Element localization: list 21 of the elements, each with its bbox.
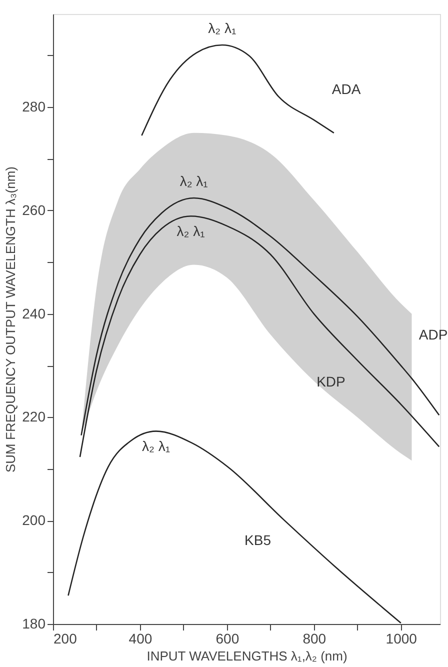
series-label: KDP — [316, 373, 346, 390]
annotation: λ₂ λ₁ — [208, 20, 236, 36]
y-tick-label: 220 — [22, 408, 46, 425]
x-tick-label: 800 — [302, 630, 326, 646]
x-tick-label: 400 — [128, 630, 152, 646]
y-tick-label: 280 — [22, 98, 46, 115]
series-label: KB5 — [244, 532, 272, 548]
annotation: λ₂ λ₁ — [176, 223, 206, 240]
x-axis-title: INPUT WAVELENGTHS λ₁,λ₂ (nm) — [146, 648, 348, 664]
x-tick-label: 600 — [216, 630, 240, 646]
x-tick-label: 1000 — [386, 630, 418, 646]
y-tick-label: 180 — [22, 616, 46, 632]
annotation: λ₂ λ₁ — [142, 438, 170, 454]
x-tick-label: 200 — [54, 630, 78, 646]
y-axis-title: SUM FREQUENCY OUTPUT WAVELENGTH λ₃(nm) — [3, 166, 18, 473]
annotation: λ₂ λ₁ — [180, 173, 208, 190]
y-tick-label: 240 — [22, 305, 46, 322]
text: ADP — [418, 326, 448, 343]
y-tick-label: 200 — [22, 512, 46, 528]
text: ADA — [332, 80, 362, 97]
y-tick-label: 260 — [22, 202, 46, 218]
